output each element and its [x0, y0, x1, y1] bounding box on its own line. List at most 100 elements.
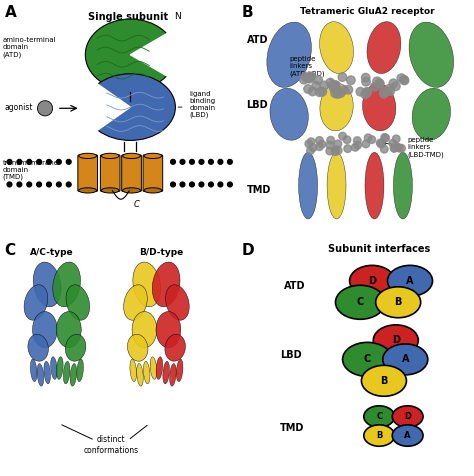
- Circle shape: [335, 147, 342, 154]
- Ellipse shape: [170, 364, 176, 386]
- Ellipse shape: [150, 357, 157, 379]
- Ellipse shape: [327, 152, 346, 219]
- Text: LBD: LBD: [246, 99, 268, 110]
- Circle shape: [380, 87, 388, 96]
- Ellipse shape: [56, 357, 63, 379]
- Ellipse shape: [56, 312, 81, 347]
- Circle shape: [332, 146, 339, 153]
- Ellipse shape: [374, 325, 418, 356]
- Ellipse shape: [165, 285, 189, 320]
- Circle shape: [218, 159, 223, 164]
- Circle shape: [380, 89, 388, 98]
- Circle shape: [394, 143, 401, 151]
- Text: D: D: [392, 335, 400, 346]
- Ellipse shape: [51, 357, 57, 379]
- Text: Tetrameric GluA2 receptor: Tetrameric GluA2 receptor: [300, 7, 435, 16]
- Circle shape: [190, 182, 194, 187]
- Circle shape: [209, 182, 213, 187]
- Circle shape: [375, 79, 384, 88]
- Circle shape: [381, 134, 388, 141]
- Text: Subunit interfaces: Subunit interfaces: [328, 244, 430, 254]
- Ellipse shape: [123, 153, 140, 159]
- Ellipse shape: [267, 22, 311, 88]
- Text: C: C: [134, 200, 140, 209]
- Text: LBD: LBD: [280, 349, 301, 360]
- Circle shape: [331, 85, 340, 93]
- Circle shape: [344, 85, 353, 94]
- Ellipse shape: [343, 342, 392, 377]
- Circle shape: [300, 75, 308, 84]
- Circle shape: [27, 159, 32, 164]
- Ellipse shape: [163, 361, 169, 384]
- Ellipse shape: [79, 153, 97, 159]
- Ellipse shape: [124, 285, 147, 320]
- Ellipse shape: [137, 364, 143, 386]
- Ellipse shape: [130, 359, 137, 382]
- Circle shape: [326, 78, 335, 87]
- Ellipse shape: [28, 334, 48, 361]
- Circle shape: [303, 74, 311, 82]
- Text: ATD: ATD: [284, 280, 306, 291]
- Circle shape: [46, 159, 51, 164]
- Ellipse shape: [349, 266, 394, 296]
- Ellipse shape: [165, 334, 185, 361]
- Circle shape: [17, 159, 22, 164]
- Ellipse shape: [320, 83, 353, 131]
- Circle shape: [332, 81, 340, 89]
- Ellipse shape: [365, 152, 384, 219]
- Circle shape: [316, 137, 323, 144]
- Text: D: D: [242, 243, 255, 258]
- Ellipse shape: [70, 364, 77, 386]
- Circle shape: [365, 134, 372, 141]
- Circle shape: [66, 182, 71, 187]
- Text: D: D: [404, 412, 411, 421]
- Circle shape: [389, 139, 397, 147]
- Circle shape: [361, 90, 369, 99]
- Ellipse shape: [123, 188, 140, 193]
- Text: TMD: TMD: [280, 423, 304, 434]
- Text: A: A: [401, 354, 409, 365]
- Circle shape: [334, 89, 342, 98]
- FancyBboxPatch shape: [78, 155, 98, 191]
- Ellipse shape: [156, 312, 181, 347]
- Ellipse shape: [144, 153, 162, 159]
- Circle shape: [346, 76, 355, 85]
- Ellipse shape: [299, 152, 318, 219]
- Ellipse shape: [66, 285, 90, 320]
- Text: B: B: [242, 5, 254, 20]
- Text: A: A: [5, 5, 17, 20]
- Circle shape: [7, 159, 12, 164]
- Ellipse shape: [364, 425, 394, 446]
- Circle shape: [326, 141, 334, 149]
- Circle shape: [228, 159, 232, 164]
- Text: N: N: [174, 12, 181, 21]
- Circle shape: [398, 145, 405, 152]
- Ellipse shape: [85, 19, 175, 90]
- Circle shape: [373, 77, 382, 86]
- Circle shape: [362, 78, 370, 86]
- Circle shape: [66, 159, 71, 164]
- Ellipse shape: [101, 153, 119, 159]
- Circle shape: [46, 182, 51, 187]
- Circle shape: [391, 145, 398, 152]
- Wedge shape: [130, 29, 182, 81]
- Circle shape: [362, 73, 370, 82]
- Circle shape: [389, 79, 398, 88]
- Circle shape: [180, 182, 185, 187]
- Circle shape: [362, 140, 370, 148]
- Text: C: C: [376, 412, 382, 421]
- Text: C: C: [364, 354, 371, 365]
- Circle shape: [171, 159, 175, 164]
- Circle shape: [301, 72, 310, 81]
- Ellipse shape: [101, 188, 119, 193]
- Ellipse shape: [53, 262, 81, 307]
- Circle shape: [400, 76, 408, 84]
- FancyBboxPatch shape: [100, 155, 120, 191]
- Circle shape: [316, 143, 323, 150]
- Circle shape: [376, 139, 384, 147]
- Ellipse shape: [44, 361, 50, 384]
- Ellipse shape: [392, 425, 423, 446]
- Circle shape: [400, 76, 409, 85]
- Circle shape: [56, 182, 61, 187]
- Circle shape: [344, 145, 351, 152]
